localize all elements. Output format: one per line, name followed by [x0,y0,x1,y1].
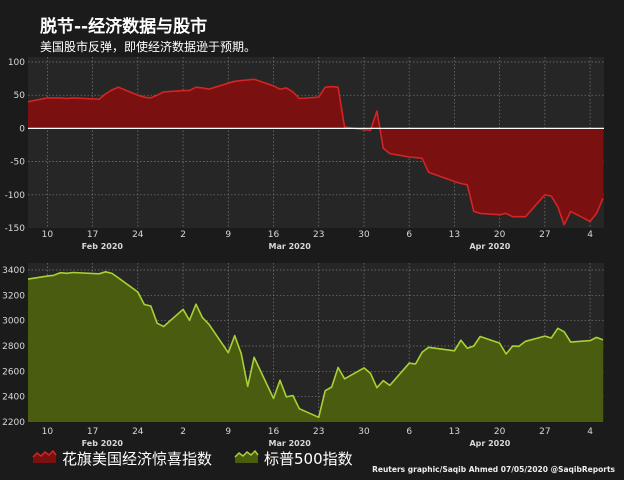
month-label: Mar 2020 [269,242,312,251]
y-tick-label: 2800 [2,342,25,352]
sp500-area [28,271,603,422]
month-label: Mar 2020 [269,439,312,448]
month-label: Apr 2020 [469,439,510,448]
legend-swatch-sp500-line [234,449,259,458]
y-tick-label: 3400 [2,266,25,276]
x-tick-label: 27 [539,230,550,240]
x-tick-label: 20 [494,427,506,437]
x-tick-label: 16 [268,230,280,240]
y-tick-label: -100 [5,191,26,201]
legend-swatch-citi-line [32,449,57,458]
x-tick-label: 23 [313,230,324,240]
x-tick-label: 9 [225,230,231,240]
legend-item-sp500: 标普500指数 [234,449,353,468]
y-tick-label: -150 [5,224,26,234]
x-tick-label: 9 [225,427,231,437]
source-credit: Reuters graphic/Saqib Ahmed 07/05/2020 @… [372,465,615,474]
month-label: Feb 2020 [82,439,124,448]
month-label: Apr 2020 [469,242,510,251]
y-tick-label: 3200 [2,291,25,301]
sp500-line [27,271,604,419]
y-tick-label: 3000 [2,317,25,327]
x-tick-label: 13 [449,230,460,240]
y-tick-label: 100 [8,58,25,68]
x-tick-label: 17 [87,427,98,437]
x-tick-label: 2 [180,230,186,240]
x-tick-label: 30 [358,427,370,437]
citi-surprise-area [28,79,603,225]
legend-label-citi: 花旗美国经济惊喜指数 [62,450,212,468]
x-tick-label: 10 [42,230,54,240]
legend: 花旗美国经济惊喜指数 标普500指数 [32,449,353,468]
x-tick-label: 6 [406,230,412,240]
y-tick-label: 2600 [2,367,25,377]
chart-subtitle: 美国股市反弹，即使经济数据逊于预期。 [40,39,256,54]
citi-surprise-line [27,78,604,226]
month-label: Feb 2020 [82,242,124,251]
x-tick-label: 17 [87,230,98,240]
legend-label-sp500: 标普500指数 [264,450,353,468]
x-tick-label: 24 [132,427,144,437]
citi-surprise-panel: 100 50 0 -50 -100 -150 10 17 24 2 9 16 23 30 6 13 20 27 4 F… [5,57,604,251]
x-tick-label: 24 [132,230,144,240]
x-tick-label: 30 [358,230,370,240]
x-tick-label: 4 [587,230,593,240]
sp500-panel: 3400 3200 3000 2800 2600 2400 2200 10 17 24 2 9 16 23… [2,263,604,448]
x-tick-label: 20 [494,230,506,240]
legend-item-citi: 花旗美国经济惊喜指数 [32,449,212,468]
y-tick-label: 0 [19,124,25,134]
x-tick-label: 10 [42,427,54,437]
x-tick-label: 13 [449,427,460,437]
x-tick-label: 4 [587,427,593,437]
x-tick-label: 2 [180,427,186,437]
x-tick-label: 6 [406,427,412,437]
chart-title: 脱节--经济数据与股市 [40,16,207,37]
y-tick-label: 2200 [2,418,25,428]
x-tick-label: 23 [313,427,324,437]
y-tick-label: 50 [14,91,26,101]
y-tick-label: 2400 [2,393,25,403]
x-tick-label: 27 [539,427,550,437]
x-tick-label: 16 [268,427,280,437]
y-tick-label: -50 [10,158,25,168]
